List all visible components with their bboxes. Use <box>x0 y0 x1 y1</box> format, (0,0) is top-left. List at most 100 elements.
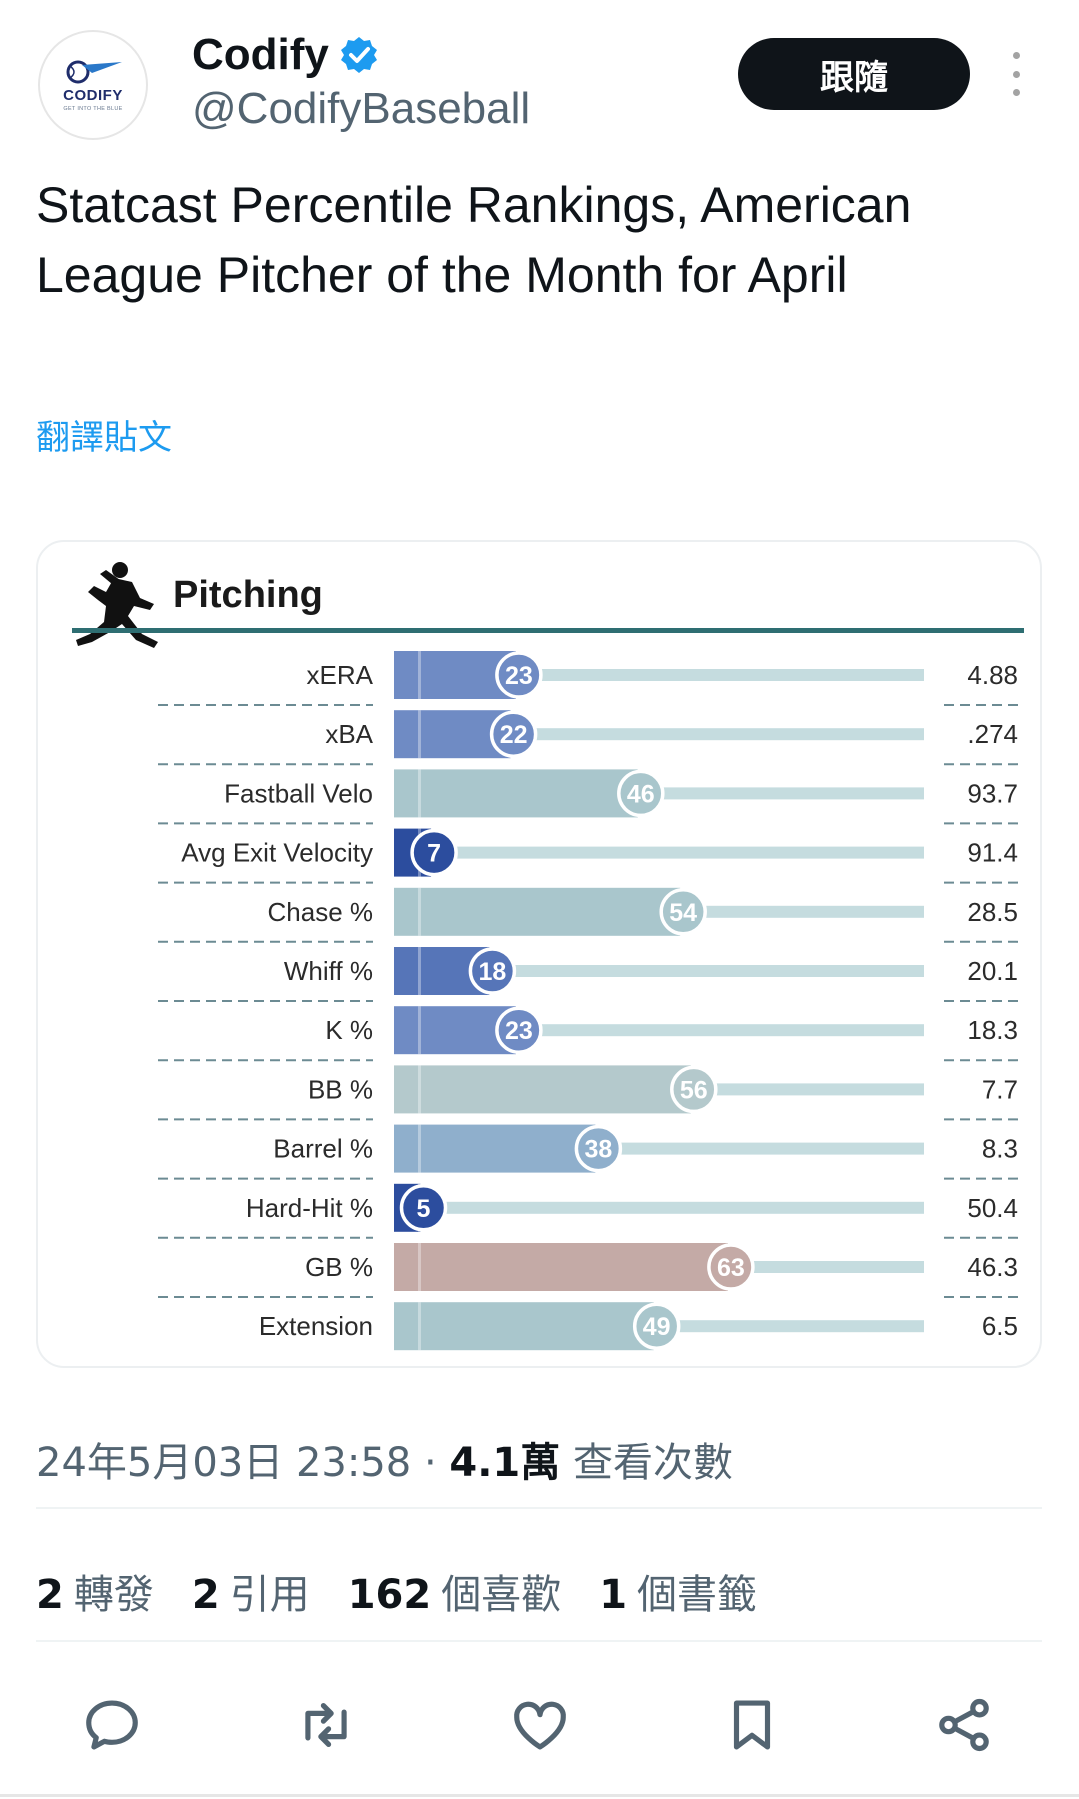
percentile-label: 63 <box>717 1254 745 1282</box>
percentile-marker <box>670 1065 718 1114</box>
divider <box>36 1640 1042 1642</box>
stat-quotes[interactable]: 2 引用 <box>191 1572 310 1618</box>
divider <box>36 1507 1042 1509</box>
codify-logo-icon <box>66 60 122 83</box>
percentile-bar <box>394 1302 654 1351</box>
follow-button[interactable]: 跟隨 <box>738 38 970 110</box>
stat-value-label: 50.4 <box>967 1193 1018 1223</box>
bar-stripe <box>418 1006 421 1055</box>
percentile-marker <box>632 1302 681 1350</box>
category-label: Barrel % <box>273 1134 373 1164</box>
percentile-bar <box>394 1065 691 1114</box>
category-label: Chase % <box>268 897 374 927</box>
translate-post-link[interactable]: 翻譯貼文 <box>36 418 172 458</box>
percentile-track <box>510 728 924 741</box>
avatar[interactable]: CODIFY GET INTO THE BLUE <box>38 30 148 140</box>
percentile-bar <box>394 769 638 818</box>
percentile-track <box>515 1024 924 1037</box>
percentile-marker <box>617 769 665 818</box>
category-label: K % <box>325 1015 373 1045</box>
percentile-bar <box>394 887 681 936</box>
percentile-label: 7 <box>427 840 441 868</box>
author-handle[interactable]: @CodifyBaseball <box>192 84 531 133</box>
avatar-logo-subtitle: GET INTO THE BLUE <box>63 105 123 112</box>
percentile-marker <box>574 1124 623 1173</box>
percentile-marker <box>399 1184 448 1232</box>
share-icon <box>939 1698 989 1752</box>
percentile-track <box>727 1261 924 1273</box>
views-label: 查看次數 <box>572 1440 733 1486</box>
percentile-label: 54 <box>669 899 697 927</box>
percentile-chart: 23 xERA 4.88 22 xBA .274 46 Fastball Velo 93.7 7 A… <box>158 651 1018 1351</box>
percentile-label: 23 <box>505 1017 533 1045</box>
chart-title-rule <box>72 628 1024 633</box>
percentile-label: 46 <box>627 780 655 808</box>
bottom-divider <box>0 1794 1079 1797</box>
bar-stripe <box>418 710 421 759</box>
stat-value-label: 28.5 <box>967 897 1018 927</box>
tweet-datetime[interactable]: 24年5月03日 23:58 <box>36 1440 412 1486</box>
stat-retweets[interactable]: 2 轉發 <box>36 1572 154 1618</box>
reply-button[interactable] <box>72 1685 152 1765</box>
retweet-icon <box>305 1703 347 1747</box>
tweet-media-image[interactable]: Pitching 23 xERA 4.88 22 xBA .274 46 Fastball V… <box>36 540 1042 1368</box>
percentile-label: 56 <box>680 1076 708 1104</box>
bookmark-icon <box>733 1700 771 1750</box>
percentile-marker <box>659 888 707 936</box>
stat-value-label: 46.3 <box>967 1252 1018 1282</box>
percentile-marker <box>495 1006 543 1054</box>
display-name[interactable]: Codify <box>192 30 329 79</box>
percentile-marker <box>468 947 517 995</box>
engagement-stats: 2 轉發 2 引用 162 個喜歡 1 個書籤 <box>36 1562 795 1620</box>
like-icon <box>514 1701 566 1750</box>
stat-value-label: 18.3 <box>967 1015 1018 1045</box>
share-button[interactable] <box>924 1685 1004 1765</box>
percentile-bar <box>394 1243 728 1291</box>
percentile-track <box>431 846 924 859</box>
author-name-row[interactable]: Codify <box>192 30 379 80</box>
tweet-timestamp[interactable]: 24年5月03日 23:58 · 4.1萬 查看次數 <box>36 1430 733 1488</box>
stat-bookmarks[interactable]: 1 個書籤 <box>599 1572 758 1618</box>
bar-stripe <box>418 1302 421 1351</box>
category-label: BB % <box>308 1074 373 1104</box>
stat-value-label: 4.88 <box>967 660 1018 690</box>
stat-value-label: 93.7 <box>967 778 1018 808</box>
percentile-bar <box>394 1124 596 1173</box>
percentile-track <box>653 1320 924 1333</box>
stat-value-label: 7.7 <box>982 1074 1018 1104</box>
category-label: xERA <box>307 660 374 690</box>
bar-stripe <box>418 651 421 699</box>
category-label: Fastball Velo <box>224 778 373 808</box>
bar-stripe <box>418 887 421 936</box>
percentile-track <box>637 787 924 800</box>
category-label: Avg Exit Velocity <box>181 838 373 868</box>
action-bar <box>36 1685 1042 1765</box>
percentile-track <box>420 1201 924 1214</box>
bar-stripe <box>418 947 421 995</box>
retweet-button[interactable] <box>286 1685 366 1765</box>
bar-stripe <box>418 1065 421 1114</box>
bookmark-button[interactable] <box>712 1685 792 1765</box>
percentile-marker <box>489 710 538 758</box>
percentile-label: 22 <box>500 721 528 749</box>
percentile-track <box>690 1083 924 1096</box>
percentile-label: 38 <box>584 1136 612 1164</box>
percentile-label: 23 <box>505 662 533 690</box>
more-options-icon[interactable] <box>1006 52 1026 96</box>
verified-badge-icon <box>340 37 377 73</box>
avatar-logo-text: CODIFY <box>63 86 123 104</box>
reply-icon <box>86 1700 138 1750</box>
percentile-marker <box>410 828 458 877</box>
percentile-label: 5 <box>417 1195 431 1223</box>
chart-title: Pitching <box>173 574 323 616</box>
like-button[interactable] <box>500 1685 580 1765</box>
category-label: xBA <box>325 719 373 749</box>
bar-stripe <box>418 769 421 818</box>
stat-value-label: 20.1 <box>967 956 1018 986</box>
stat-likes[interactable]: 162 個喜歡 <box>347 1572 562 1618</box>
percentile-marker <box>495 651 543 699</box>
percentile-label: 49 <box>643 1313 671 1341</box>
bar-stripe <box>418 1124 421 1173</box>
percentile-marker <box>707 1243 755 1291</box>
stat-value-label: 8.3 <box>982 1134 1018 1164</box>
